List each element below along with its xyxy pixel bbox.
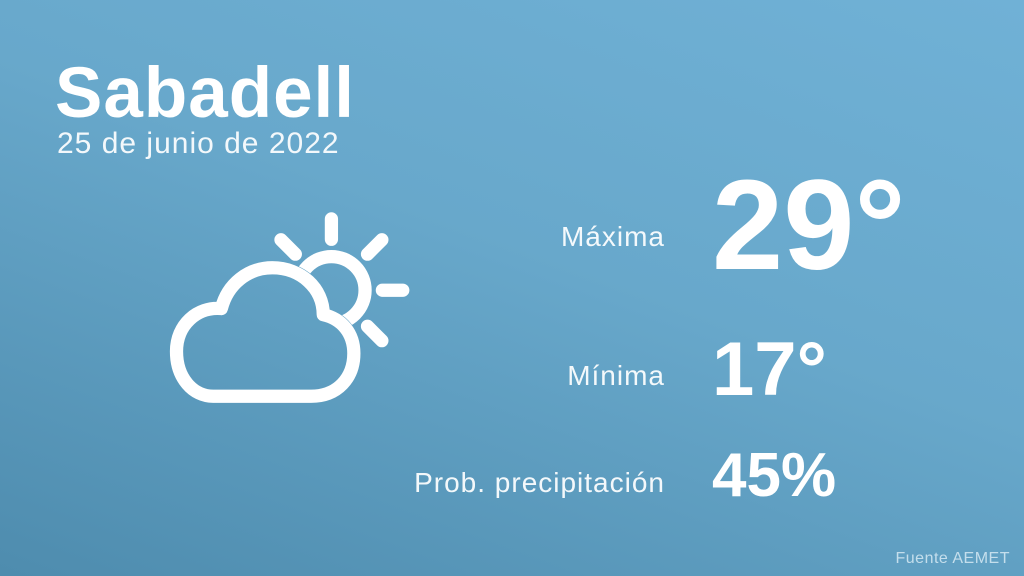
metric-label-maxima: Máxima [560,221,665,252]
metric-label-precipitation: Prob. precipitación [414,467,665,498]
page-title: Sabadell [55,54,356,133]
metric-value-minima: 17° [712,327,827,412]
metric-value-maxima: 29° [712,154,906,297]
forecast-date: 25 de junio de 2022 [57,127,340,160]
sun-behind-cloud-icon [150,192,415,422]
source-attribution: Fuente AEMET [895,550,1010,567]
metric-value-precipitation: 45% [712,441,837,510]
metric-label-minima: Mínima [567,360,665,391]
